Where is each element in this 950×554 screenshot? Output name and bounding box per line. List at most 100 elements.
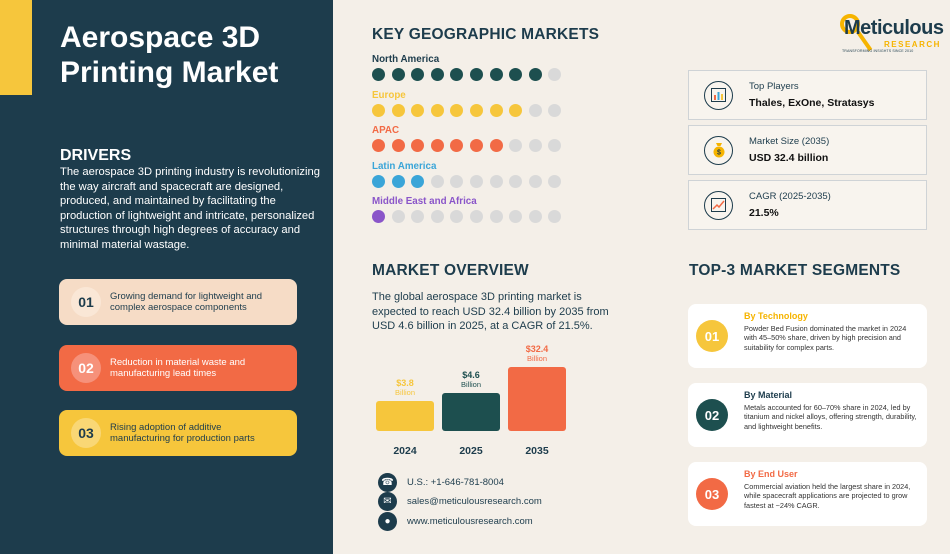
stat-value: Thales, ExOne, Stratasys	[749, 97, 875, 109]
segment-title: By End User	[744, 469, 798, 479]
chart-category-label: 2024	[393, 445, 417, 457]
filled-dot	[469, 104, 483, 117]
segment-title: By Material	[744, 390, 793, 400]
driver-card-3: 03 Rising adoption of additive manufactu…	[59, 410, 297, 456]
filled-dot	[372, 175, 385, 188]
market-overview-text: The global aerospace 3D printing market …	[372, 291, 609, 332]
filled-dot	[411, 104, 425, 117]
phone-icon: ☎	[378, 473, 397, 492]
geo-region-dots	[372, 175, 562, 188]
driver-label: Growing demand for lightweight and compl…	[110, 290, 263, 314]
contact-web[interactable]: ● www.meticulousresearch.com	[378, 512, 533, 531]
empty-dot	[411, 210, 425, 223]
filled-dot	[450, 139, 464, 152]
growth-chart-icon	[704, 190, 733, 220]
money-bag-icon: $	[704, 135, 733, 165]
filled-dot	[430, 68, 444, 81]
empty-dot	[509, 139, 523, 152]
chart-category-label: 2035	[525, 445, 549, 457]
empty-dot	[548, 139, 562, 152]
filled-dot	[450, 68, 464, 81]
drivers-description: The aerospace 3D printing industry is re…	[60, 166, 320, 251]
segment-description: Metals accounted for 60–70% share in 202…	[744, 403, 917, 431]
driver-card-1: 01 Growing demand for lightweight and co…	[59, 279, 297, 325]
chart-bar	[376, 401, 434, 431]
company-logo[interactable]: Meticulous RESEARCH TRANSFORMING INSIGHT…	[838, 12, 944, 57]
geo-region-dots	[372, 68, 562, 81]
contact-email[interactable]: ✉ sales@meticulousresearch.com	[378, 492, 542, 511]
filled-dot	[411, 139, 425, 152]
segment-card-3: 03 By End User Commercial aviation held …	[688, 462, 927, 526]
contact-email-label: sales@meticulousresearch.com	[407, 496, 542, 507]
segment-card-2: 02 By Material Metals accounted for 60–7…	[688, 383, 927, 447]
filled-dot	[391, 104, 405, 117]
logo-tagline: TRANSFORMING INSIGHTS SINCE 2010	[842, 49, 914, 53]
geo-region-label: Europe	[372, 90, 406, 101]
email-icon: ✉	[378, 492, 397, 511]
yellow-accent-bar	[0, 0, 32, 95]
chart-data-label: $4.6 Billion	[460, 370, 481, 390]
filled-dot	[430, 104, 444, 117]
stat-value: USD 32.4 billion	[749, 152, 829, 164]
driver-card-2: 02 Reduction in material waste and manuf…	[59, 345, 297, 391]
filled-dot	[509, 104, 523, 117]
magnifier-icon	[840, 14, 860, 34]
filled-dot	[489, 68, 503, 81]
chart-data-label: $3.8 Billion	[394, 378, 415, 398]
empty-dot	[548, 68, 562, 81]
geo-region-row: Latin America	[372, 161, 562, 188]
segments-heading: TOP-3 MARKET SEGMENTS	[689, 262, 901, 279]
filled-dot	[430, 139, 444, 152]
filled-dot	[372, 210, 385, 223]
filled-dot	[411, 68, 425, 81]
stat-top-players: Top Players Thales, ExOne, Stratasys	[688, 70, 927, 120]
filled-dot	[528, 68, 542, 81]
geo-region-dots	[372, 139, 562, 152]
geo-region-label: Latin America	[372, 161, 437, 172]
empty-dot	[489, 175, 503, 188]
geo-region-row: Middle East and Africa	[372, 196, 562, 223]
segment-card-1: 01 By Technology Powder Bed Fusion domin…	[688, 304, 927, 368]
chart-bar	[442, 393, 500, 431]
filled-dot	[372, 68, 385, 81]
driver-number: 03	[71, 418, 101, 448]
globe-icon: ●	[378, 512, 397, 531]
empty-dot	[509, 175, 523, 188]
geo-region-dots	[372, 210, 562, 223]
driver-number: 01	[71, 287, 101, 317]
chart-bar	[508, 367, 566, 431]
geo-region-label: North America	[372, 54, 440, 65]
empty-dot	[430, 210, 444, 223]
geo-region-dots	[372, 104, 562, 117]
empty-dot	[469, 210, 483, 223]
filled-dot	[372, 104, 385, 117]
stat-label: Market Size (2035)	[749, 136, 830, 147]
driver-label: Reduction in material waste and manufact…	[110, 356, 246, 380]
page-title: Aerospace 3D Printing Market	[60, 21, 279, 89]
empty-dot	[528, 139, 542, 152]
segment-number: 02	[696, 399, 728, 431]
geo-markets-heading: KEY GEOGRAPHIC MARKETS	[372, 26, 600, 43]
filled-dot	[411, 175, 425, 188]
drivers-heading: DRIVERS	[60, 147, 132, 164]
filled-dot	[489, 104, 503, 117]
empty-dot	[528, 104, 542, 117]
contact-phone-label: U.S.: +1-646-781-8004	[407, 477, 504, 488]
empty-dot	[489, 210, 503, 223]
geo-region-label: APAC	[372, 125, 400, 136]
stat-cagr: CAGR (2025-2035) 21.5%	[688, 180, 927, 230]
segment-number: 01	[696, 320, 728, 352]
filled-dot	[391, 175, 405, 188]
contact-web-label: www.meticulousresearch.com	[407, 516, 533, 527]
segment-title: By Technology	[744, 311, 808, 321]
logo-sub: RESEARCH	[884, 40, 941, 49]
geo-region-row: North America	[372, 54, 562, 81]
empty-dot	[430, 175, 444, 188]
stat-label: Top Players	[749, 81, 799, 92]
filled-dot	[391, 68, 405, 81]
filled-dot	[469, 68, 483, 81]
contact-phone[interactable]: ☎ U.S.: +1-646-781-8004	[378, 473, 504, 492]
svg-text:$: $	[717, 150, 721, 157]
left-panel: Aerospace 3D Printing Market DRIVERS The…	[0, 0, 333, 554]
empty-dot	[469, 175, 483, 188]
